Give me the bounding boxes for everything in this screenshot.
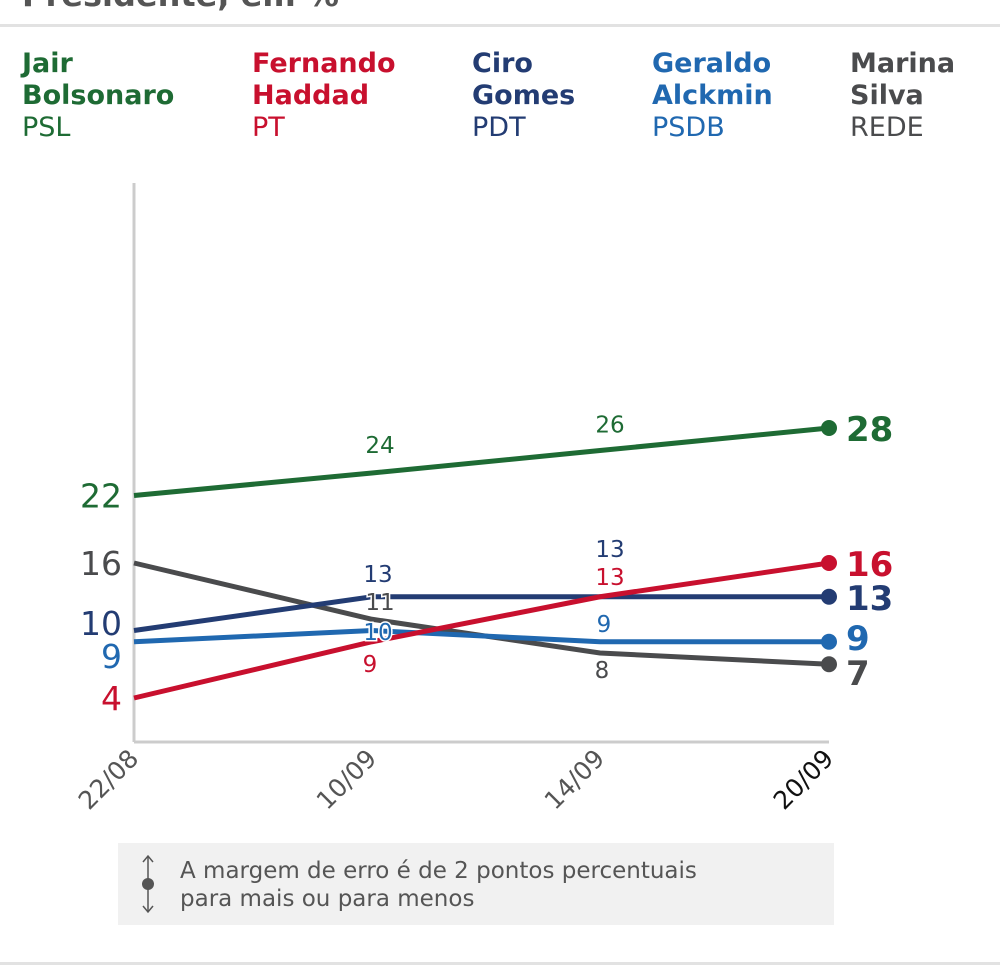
- series-line-psdb: [133, 627, 829, 645]
- legend-name-line: Haddad: [252, 80, 370, 111]
- end-point-marker: [821, 656, 837, 673]
- legend-name-line: Fernando: [252, 48, 396, 79]
- legend-name-line: Gomes: [472, 80, 576, 111]
- data-label: 9: [363, 652, 378, 678]
- start-value-label: 4: [101, 679, 122, 718]
- start-value-label: 22: [80, 477, 122, 516]
- x-tick-label: 20/09: [768, 744, 839, 815]
- end-point-marker: [821, 420, 837, 436]
- start-value-label: 16: [80, 544, 122, 583]
- legend-name-line: Alckmin: [652, 80, 773, 111]
- note-line-1: A margem de erro é de 2 pontos percentua…: [180, 858, 697, 884]
- end-value-label: 9: [846, 619, 870, 659]
- legend-item-psl: Jair Bolsonaro PSL: [22, 48, 174, 144]
- start-value-label: 9: [101, 637, 122, 676]
- data-label: 13: [595, 537, 624, 563]
- x-tick-label: 14/09: [539, 744, 610, 815]
- error-margin-note: A margem de erro é de 2 pontos percentua…: [118, 843, 834, 925]
- x-tick-label: 22/08: [73, 744, 144, 815]
- end-point-marker: [821, 633, 837, 650]
- data-label: 24: [365, 433, 394, 459]
- legend-name-line: Geraldo: [652, 48, 772, 79]
- legend-name-line: Jair: [22, 48, 73, 79]
- legend-party: PSDB: [652, 112, 725, 143]
- end-point-marker: [821, 555, 837, 571]
- series-line-pt: [133, 560, 830, 701]
- series-line-pdt: [133, 594, 829, 633]
- start-value-label: 10: [80, 604, 122, 643]
- top-divider: [0, 24, 1000, 27]
- legend-item-rede: Marina Silva REDE: [850, 48, 955, 144]
- chart-title: Presidente, em %: [22, 0, 339, 14]
- data-label: 26: [595, 413, 624, 439]
- end-value-label: 28: [846, 410, 893, 450]
- legend-name-line: Marina: [850, 48, 956, 79]
- note-line-2: para mais ou para menos: [180, 886, 475, 912]
- legend-item-psdb: Geraldo Alckmin PSDB: [652, 48, 773, 144]
- series-line-psl: [133, 425, 830, 498]
- legend-party: REDE: [850, 112, 924, 143]
- data-label: 13: [595, 565, 624, 591]
- data-label: 11: [365, 590, 394, 616]
- end-value-label: 13: [846, 579, 893, 619]
- end-value-label: 16: [846, 545, 893, 585]
- error-margin-arrows-icon: [142, 854, 154, 914]
- legend-item-pt: Fernando Haddad PT: [252, 48, 396, 144]
- bottom-divider: [0, 962, 1000, 965]
- legend-item-pdt: Ciro Gomes PDT: [472, 48, 575, 144]
- data-label: 13: [363, 562, 392, 588]
- legend-name-line: Bolsonaro: [22, 80, 175, 111]
- legend-name-line: Ciro: [472, 48, 533, 79]
- data-label: 10: [363, 620, 392, 646]
- data-label: 8: [595, 658, 610, 684]
- x-tick-label: 10/09: [311, 744, 382, 815]
- legend-party: PDT: [472, 112, 526, 143]
- legend-name-line: Silva: [850, 80, 924, 111]
- legend-party: PT: [252, 112, 285, 143]
- legend-party: PSL: [22, 112, 71, 143]
- data-label: 9: [597, 612, 612, 638]
- end-value-label: 7: [846, 654, 870, 694]
- end-point-marker: [821, 588, 837, 605]
